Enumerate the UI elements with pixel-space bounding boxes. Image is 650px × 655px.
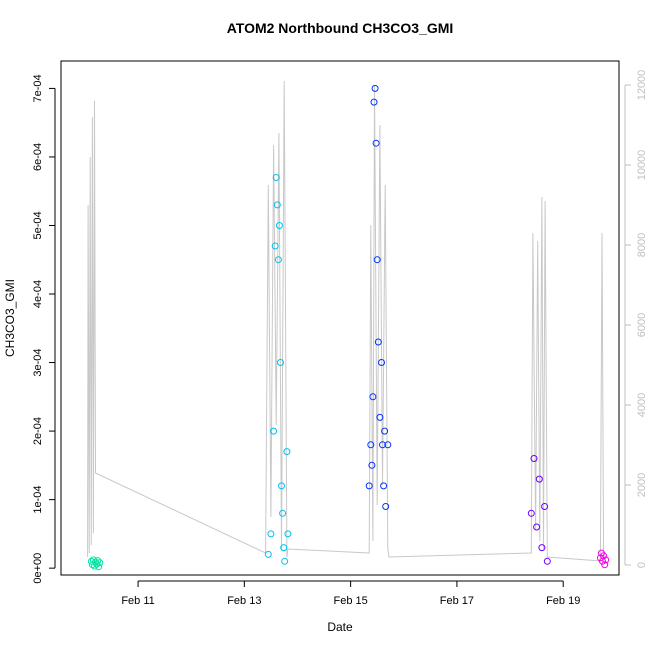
y-tick-label: 5e-04 [32,211,44,239]
axes-layer: 0e+00 1e-04 2e-04 3e-04 4e-04 5e-04 6e-04 7e-04… [32,70,648,607]
y-axis-label: CH3CO3_GMI [3,279,17,357]
data-point [374,338,382,346]
data-point [371,84,379,92]
x-tick-label: Feb 19 [546,595,580,607]
data-point [281,557,289,565]
data-point [601,561,609,569]
y-tick-label: 3e-04 [32,348,44,376]
y2-tick-label: 2000 [636,473,648,497]
data-point [527,509,535,517]
data-point [373,256,381,264]
data-point [370,98,378,106]
data-point [538,544,546,552]
y2-tick-label: 6000 [636,313,648,337]
y-tick-label: 1e-04 [32,486,44,514]
data-point [264,550,272,558]
data-point [533,523,541,531]
data-point [382,503,390,510]
y-tick-label: 4e-04 [32,280,44,308]
data-point [369,393,377,401]
series-3 [365,84,392,510]
data-point [368,461,376,469]
data-point [530,455,538,462]
data-point [280,544,288,552]
altitude-trace-layer [87,80,607,562]
data-point [96,559,104,567]
data-point [365,482,373,490]
y-tick-label: 7e-04 [32,74,44,102]
data-point [380,482,388,490]
x-tick-label: Feb 13 [227,595,261,607]
data-point [543,557,551,565]
data-points-layer [87,84,610,571]
y2-tick-label: 10000 [636,150,648,181]
data-point [283,448,291,456]
data-point [541,503,549,510]
data-point [279,509,287,517]
y-tick-label: 6e-04 [32,143,44,171]
data-point [602,556,610,564]
data-point [376,413,384,421]
x-tick-label: Feb 11 [121,595,154,607]
data-point [95,563,103,571]
y-tick-label: 0e+00 [32,553,44,584]
data-point [91,562,98,570]
y2-tick-label: 0 [636,562,648,568]
data-point [274,256,282,264]
x-tick-label: Feb 17 [440,595,474,607]
data-point [272,174,280,181]
data-point [270,427,278,435]
series-5 [596,549,610,569]
y-tick-label: 2e-04 [32,417,44,445]
x-tick-label: Feb 15 [334,595,368,607]
data-point [379,441,386,449]
series-1 [87,556,104,571]
data-point [600,552,608,560]
data-point [372,139,380,147]
altitude-trace-line [87,80,607,562]
series-4 [527,455,551,565]
data-point [284,530,292,538]
series-2 [264,174,292,565]
chart-title: ATOM2 Northbound CH3CO3_GMI [227,20,454,36]
data-point [384,441,392,449]
plot-frame [60,60,620,576]
x-axis-label: Date [327,620,353,634]
y2-tick-label: 12000 [636,70,648,101]
data-point [275,222,283,229]
data-point [535,475,543,483]
y2-tick-label: 8000 [636,233,648,257]
data-point [378,359,385,366]
data-point [367,441,375,449]
data-point [267,530,275,538]
y2-tick-label: 4000 [636,393,648,417]
data-point [277,359,284,366]
data-point [278,482,285,490]
data-point [271,242,279,250]
data-point [273,201,281,209]
data-point [381,427,389,435]
